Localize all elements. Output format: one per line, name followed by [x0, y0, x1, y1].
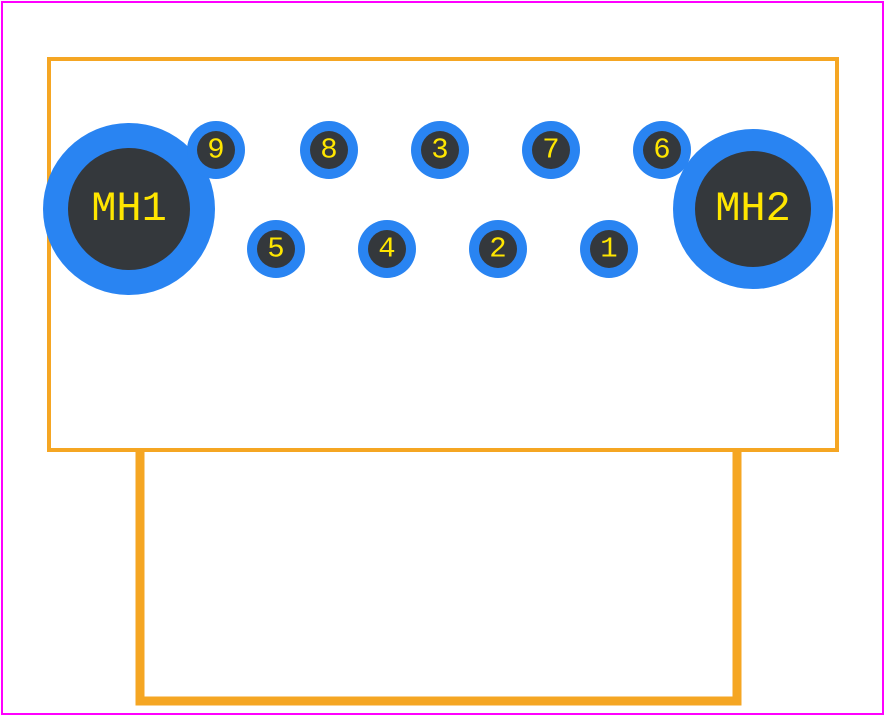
pin5: 5 — [247, 220, 305, 278]
pin9-label: 9 — [207, 134, 224, 167]
pin7: 7 — [522, 121, 580, 179]
pin6: 6 — [633, 121, 691, 179]
pin5-label: 5 — [267, 233, 284, 266]
pin2: 2 — [469, 220, 527, 278]
u-outline — [140, 450, 737, 701]
pin8: 8 — [300, 121, 358, 179]
mh2-label: MH2 — [715, 185, 791, 233]
pin6-label: 6 — [653, 134, 670, 167]
pin8-label: 8 — [320, 134, 337, 167]
pin1-label: 1 — [600, 233, 617, 266]
pin7-label: 7 — [542, 134, 559, 167]
pin3: 3 — [411, 121, 469, 179]
pin4-label: 4 — [378, 233, 395, 266]
mh2: MH2 — [673, 129, 833, 289]
outer-border — [2, 2, 883, 714]
mh1-label: MH1 — [91, 185, 167, 233]
pin3-label: 3 — [431, 134, 448, 167]
pin9: 9 — [187, 121, 245, 179]
pin2-label: 2 — [489, 233, 506, 266]
pin1: 1 — [580, 220, 638, 278]
pin4: 4 — [358, 220, 416, 278]
